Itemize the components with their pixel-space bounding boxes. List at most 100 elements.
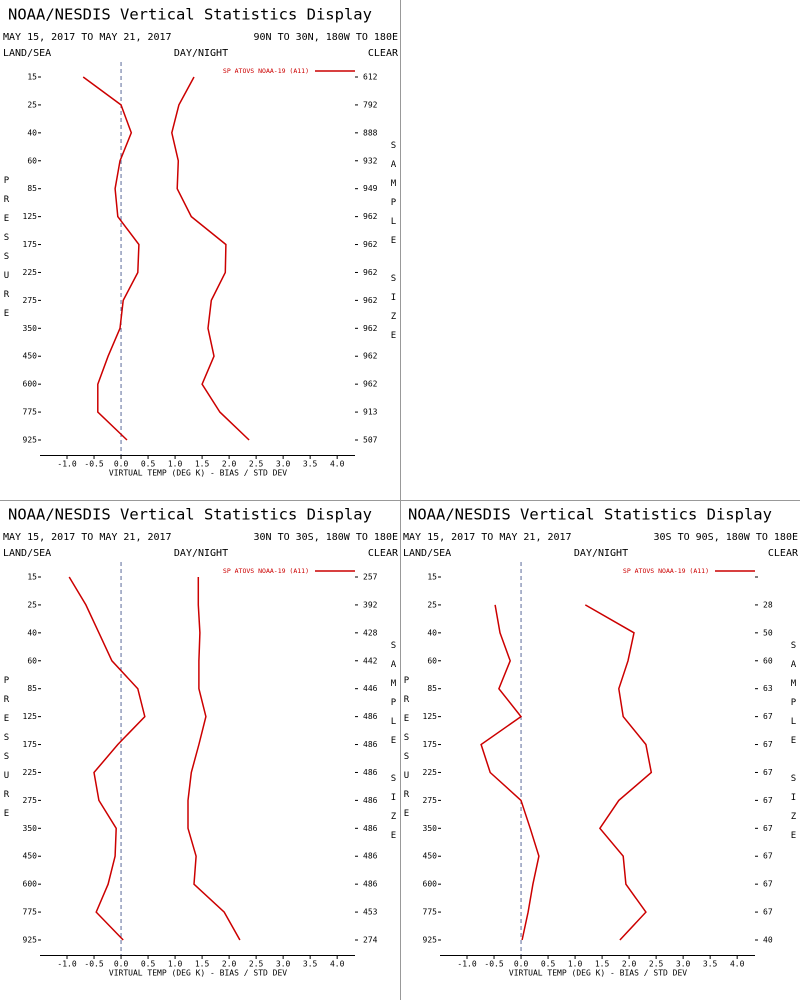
sample-size-label: 50 xyxy=(763,628,773,637)
sample-size-label: 392 xyxy=(363,600,378,609)
x-tick-label: 1.5 xyxy=(195,960,210,969)
sample-size-label: 257 xyxy=(363,573,378,582)
x-tick-label: -1.0 xyxy=(57,460,76,469)
panel-title: NOAA/NESDIS Vertical Statistics Display xyxy=(8,506,372,524)
pressure-label: 125 xyxy=(423,712,438,721)
pressure-label: 350 xyxy=(423,824,438,833)
land-sea: LAND/SEA xyxy=(3,548,51,559)
panel: NOAA/NESDIS Vertical Statistics Display M… xyxy=(2,6,399,478)
pressure-label: 225 xyxy=(423,768,438,777)
legend-label: SP ATOVS NOAA-19 (A11) xyxy=(623,567,709,575)
x-axis-label: VIRTUAL TEMP (DEG K) - BIAS / STD DEV xyxy=(109,469,287,478)
legend-label: SP ATOVS NOAA-19 (A11) xyxy=(223,567,309,575)
std-dev-line xyxy=(584,604,653,941)
x-tick-label: 0.0 xyxy=(114,460,129,469)
pressure-label: 40 xyxy=(427,628,437,637)
pressure-label: 15 xyxy=(427,573,437,582)
y2-axis-label: SAMPLE SIZE xyxy=(789,641,799,850)
x-tick-label: 1.5 xyxy=(595,960,610,969)
pressure-label: 40 xyxy=(27,128,37,137)
x-tick-label: 1.0 xyxy=(168,460,183,469)
pressure-label: 775 xyxy=(23,908,38,917)
x-tick-label: 0.5 xyxy=(141,460,156,469)
pressure-label: 25 xyxy=(27,100,37,109)
bias-line xyxy=(68,576,146,941)
pressure-label: 60 xyxy=(427,656,437,665)
x-tick-label: 1.0 xyxy=(168,960,183,969)
pressure-label: 25 xyxy=(27,600,37,609)
pressure-label: 775 xyxy=(23,408,38,417)
region: 30N TO 30S, 180W TO 180E xyxy=(254,532,399,543)
x-tick-label: 2.5 xyxy=(649,960,664,969)
y-axis-label: PRESSURE xyxy=(402,676,412,828)
pressure-label: 175 xyxy=(23,740,38,749)
pressure-label: 450 xyxy=(23,852,38,861)
pressure-label: 275 xyxy=(23,796,38,805)
x-tick-label: 3.0 xyxy=(676,960,691,969)
pressure-label: 85 xyxy=(427,684,437,693)
sample-size-label: 428 xyxy=(363,628,378,637)
sample-size-label: 446 xyxy=(363,684,378,693)
clear: CLEAR xyxy=(368,48,399,59)
pressure-label: 275 xyxy=(23,296,38,305)
sample-size-label: 63 xyxy=(763,684,773,693)
sample-size-label: 486 xyxy=(363,740,378,749)
sample-size-label: 792 xyxy=(363,100,378,109)
sample-size-label: 486 xyxy=(363,768,378,777)
y-axis-label: PRESSURE xyxy=(2,676,12,828)
x-tick-label: 2.5 xyxy=(249,460,264,469)
pressure-label: 775 xyxy=(423,908,438,917)
y-axis-label: PRESSURE xyxy=(2,176,12,328)
pressure-label: 600 xyxy=(23,380,38,389)
sample-size-label: 486 xyxy=(363,852,378,861)
sample-size-label: 67 xyxy=(763,852,773,861)
sample-size-label: 274 xyxy=(363,936,378,945)
pressure-label: 40 xyxy=(27,628,37,637)
x-tick-label: 3.5 xyxy=(303,460,318,469)
sample-size-label: 40 xyxy=(763,936,773,945)
x-tick-label: 3.5 xyxy=(703,960,718,969)
pressure-label: 15 xyxy=(27,573,37,582)
x-tick-label: 4.0 xyxy=(730,960,745,969)
pressure-label: 225 xyxy=(23,768,38,777)
clear: CLEAR xyxy=(368,548,399,559)
x-tick-label: 1.0 xyxy=(568,960,583,969)
x-tick-label: 1.5 xyxy=(195,460,210,469)
pressure-label: 925 xyxy=(23,936,38,945)
x-axis-label: VIRTUAL TEMP (DEG K) - BIAS / STD DEV xyxy=(509,969,687,978)
pressure-label: 15 xyxy=(27,73,37,82)
x-tick-label: 0.5 xyxy=(141,960,156,969)
sample-size-label: 67 xyxy=(763,796,773,805)
x-tick-label: 2.0 xyxy=(222,960,237,969)
x-tick-label: 4.0 xyxy=(330,460,345,469)
date-range: MAY 15, 2017 TO MAY 21, 2017 xyxy=(3,32,172,43)
sample-size-label: 67 xyxy=(763,740,773,749)
sample-size-label: 962 xyxy=(363,296,378,305)
x-axis-label: VIRTUAL TEMP (DEG K) - BIAS / STD DEV xyxy=(109,969,287,978)
y2-axis-label: SAMPLE SIZE xyxy=(389,641,399,850)
y2-axis-label: SAMPLE SIZE xyxy=(389,141,399,350)
sample-size-label: 932 xyxy=(363,156,378,165)
sample-size-label: 962 xyxy=(363,352,378,361)
land-sea: LAND/SEA xyxy=(3,48,51,59)
std-dev-line xyxy=(171,76,250,441)
sample-size-label: 962 xyxy=(363,324,378,333)
pressure-label: 350 xyxy=(23,824,38,833)
x-tick-label: 4.0 xyxy=(330,960,345,969)
pressure-label: 275 xyxy=(423,796,438,805)
sample-size-label: 612 xyxy=(363,73,378,82)
x-tick-label: 0.5 xyxy=(541,960,556,969)
pressure-label: 925 xyxy=(423,936,438,945)
x-tick-label: 2.0 xyxy=(622,960,637,969)
bias-line xyxy=(82,76,140,441)
legend-label: SP ATOVS NOAA-19 (A11) xyxy=(223,67,309,75)
pressure-label: 600 xyxy=(423,880,438,889)
pressure-label: 600 xyxy=(23,880,38,889)
pressure-label: 175 xyxy=(23,240,38,249)
date-range: MAY 15, 2017 TO MAY 21, 2017 xyxy=(3,532,172,543)
x-tick-label: -0.5 xyxy=(84,960,103,969)
day-night: DAY/NIGHT xyxy=(174,48,228,59)
sample-size-label: 962 xyxy=(363,240,378,249)
x-tick-label: -0.5 xyxy=(484,960,503,969)
pressure-label: 225 xyxy=(23,268,38,277)
